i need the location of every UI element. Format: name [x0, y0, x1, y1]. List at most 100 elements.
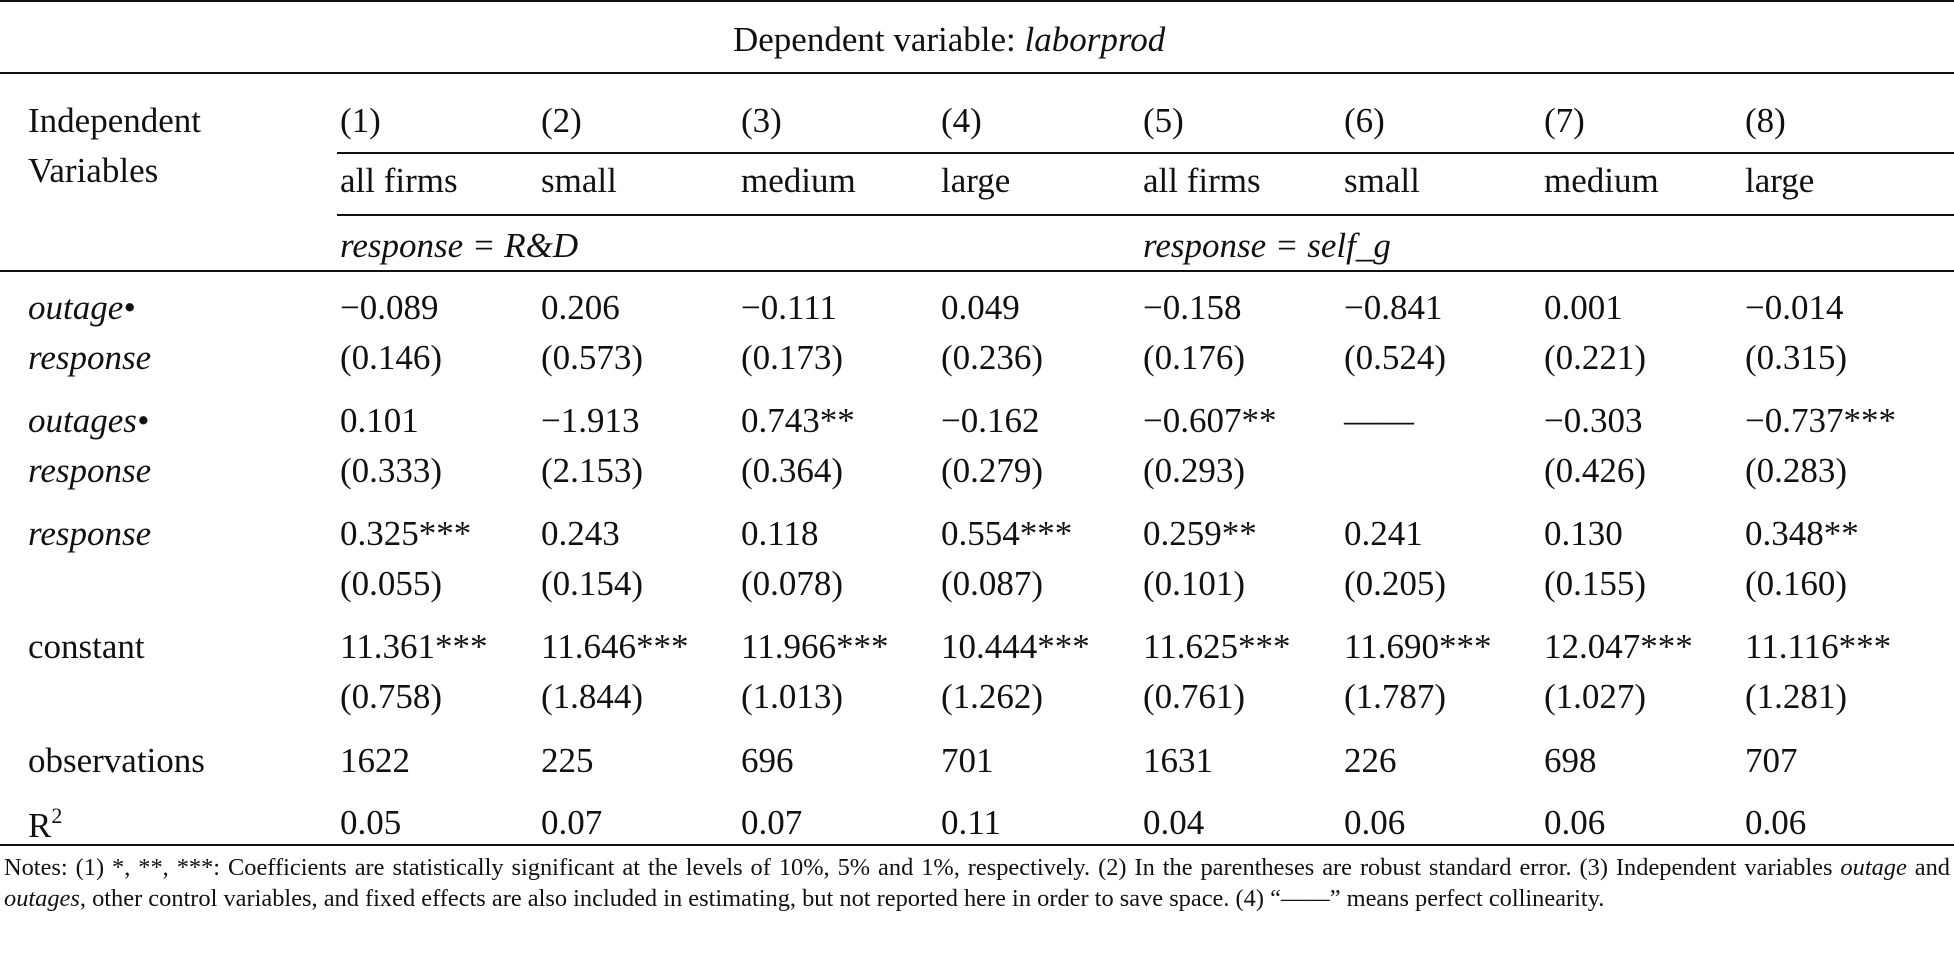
column-size-group: medium: [741, 161, 856, 200]
standard-error-cell: (0.364): [741, 451, 844, 490]
dependent-variable-caption: Dependent variable: laborprod: [733, 22, 1165, 57]
coefficient-cell: 0.206: [541, 288, 620, 327]
coefficient-cell: −0.303: [1544, 401, 1643, 440]
notes-part-1: Notes: (1) *, **, ***: Coefficients are …: [4, 854, 1841, 881]
standard-error-cell: (0.055): [340, 564, 443, 603]
standard-error-cell: (0.078): [741, 564, 844, 603]
coefficient-cell: −0.162: [941, 401, 1040, 440]
observations-cell: 1631: [1143, 741, 1213, 780]
coefficient-cell: −0.111: [741, 288, 837, 327]
standard-error-cell: (0.293): [1143, 451, 1246, 490]
standard-error-cell: (0.087): [941, 564, 1044, 603]
dependent-variable-prefix: Dependent variable:: [733, 20, 1025, 59]
r-squared-cell: 0.11: [941, 803, 1001, 842]
standard-error-cell: (0.283): [1745, 451, 1848, 490]
standard-error-cell: (0.758): [340, 677, 443, 716]
observations-cell: 226: [1344, 741, 1397, 780]
coefficient-cell: −0.014: [1745, 288, 1844, 327]
row-label: constant: [28, 627, 145, 666]
coefficient-cell: 11.690***: [1344, 627, 1492, 666]
observations-label: observations: [28, 741, 205, 780]
size-group-rule: [337, 214, 1954, 216]
coefficient-cell: 0.001: [1544, 288, 1623, 327]
observations-cell: 707: [1745, 741, 1798, 780]
independent-variables-label-line2: Variables: [28, 151, 159, 190]
standard-error-cell: (0.221): [1544, 338, 1647, 377]
standard-error-cell: (0.146): [340, 338, 443, 377]
coefficient-cell: −0.158: [1143, 288, 1242, 327]
coefficient-cell: 0.241: [1344, 514, 1423, 553]
standard-error-cell: (1.844): [541, 677, 644, 716]
r-squared-cell: 0.07: [541, 803, 603, 842]
column-size-group: large: [1745, 161, 1815, 200]
standard-error-cell: (0.155): [1544, 564, 1647, 603]
notes-italic-outage: outage: [1840, 854, 1907, 881]
coefficient-cell: −0.607**: [1143, 401, 1277, 440]
r-squared-cell: 0.06: [1344, 803, 1406, 842]
standard-error-cell: (0.426): [1544, 451, 1647, 490]
standard-error-cell: (0.333): [340, 451, 443, 490]
independent-variables-label-line1: Independent: [28, 101, 201, 140]
r-squared-cell: 0.05: [340, 803, 402, 842]
r-squared-cell: 0.07: [741, 803, 803, 842]
header-rule: [0, 72, 1954, 74]
coefficient-cell: 11.966***: [741, 627, 889, 666]
column-number: (7): [1544, 101, 1585, 140]
standard-error-cell: (2.153): [541, 451, 644, 490]
coefficient-cell: 0.348**: [1745, 514, 1859, 553]
r-squared-cell: 0.06: [1544, 803, 1606, 842]
standard-error-cell: (0.761): [1143, 677, 1246, 716]
column-size-group: small: [1344, 161, 1420, 200]
notes-text: Notes: (1) *, **, ***: Coefficients are …: [4, 852, 1950, 914]
coefficient-cell: −0.089: [340, 288, 439, 327]
table-top-rule: [0, 0, 1954, 2]
observations-cell: 701: [941, 741, 994, 780]
observations-cell: 225: [541, 741, 594, 780]
r-squared-superscript: 2: [51, 803, 63, 828]
coefficient-cell: 11.625***: [1143, 627, 1291, 666]
observations-cell: 696: [741, 741, 794, 780]
notes-part-3: , other control variables, and fixed eff…: [79, 885, 1605, 912]
row-label-continued: response: [28, 338, 152, 377]
r-squared-label: R2: [28, 803, 63, 845]
coefficient-cell: −0.737***: [1745, 401, 1896, 440]
dependent-variable-name: laborprod: [1024, 20, 1166, 59]
coefficient-cell: 0.049: [941, 288, 1020, 327]
standard-error-cell: (0.173): [741, 338, 844, 377]
column-size-group: small: [541, 161, 617, 200]
column-number: (3): [741, 101, 782, 140]
coefficient-cell: 0.130: [1544, 514, 1623, 553]
column-size-group: all firms: [1143, 161, 1261, 200]
coefficient-cell: 10.444***: [941, 627, 1090, 666]
response-rd-label: response = R&D: [340, 226, 579, 265]
notes-part-2: and: [1906, 854, 1950, 881]
notes-italic-outages: outages: [4, 885, 80, 912]
standard-error-cell: (0.205): [1344, 564, 1447, 603]
standard-error-cell: (0.160): [1745, 564, 1848, 603]
response-self-label: response = self_g: [1143, 226, 1391, 265]
coefficient-cell: 11.116***: [1745, 627, 1892, 666]
coefficient-cell: 11.646***: [541, 627, 689, 666]
coefficient-cell: 0.554***: [941, 514, 1073, 553]
coefficient-cell: 12.047***: [1544, 627, 1693, 666]
standard-error-cell: (0.154): [541, 564, 644, 603]
table-bottom-rule: [0, 844, 1954, 846]
coefficient-cell: 0.101: [340, 401, 419, 440]
column-number: (5): [1143, 101, 1184, 140]
row-label-continued: response: [28, 451, 152, 490]
standard-error-cell: (0.524): [1344, 338, 1447, 377]
column-size-group: all firms: [340, 161, 458, 200]
header-bottom-rule: [0, 270, 1954, 272]
standard-error-cell: (0.236): [941, 338, 1044, 377]
standard-error-cell: (0.176): [1143, 338, 1246, 377]
column-number: (6): [1344, 101, 1385, 140]
table-notes: Notes: (1) *, **, ***: Coefficients are …: [4, 852, 1950, 914]
standard-error-cell: (1.787): [1344, 677, 1447, 716]
column-size-group: medium: [1544, 161, 1659, 200]
coefficient-cell: −0.841: [1344, 288, 1443, 327]
coefficient-cell: 11.361***: [340, 627, 488, 666]
r-squared-letter: R: [28, 806, 52, 845]
standard-error-cell: (1.027): [1544, 677, 1647, 716]
r-squared-cell: 0.04: [1143, 803, 1205, 842]
standard-error-cell: (0.101): [1143, 564, 1246, 603]
